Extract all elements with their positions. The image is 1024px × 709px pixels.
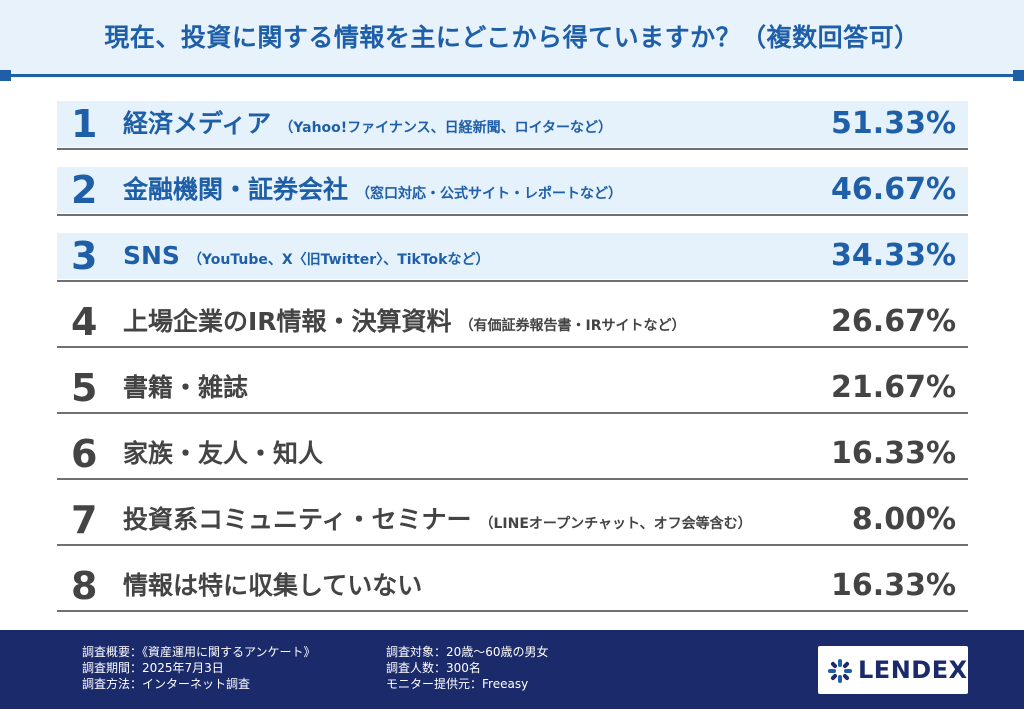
survey-count: 調査人数：300名 xyxy=(386,661,481,675)
rank-label-main: 金融機関・証券会社 xyxy=(123,175,349,204)
rank-number: 1 xyxy=(71,102,98,146)
rank-label: 投資系コミュニティ・セミナー （LINEオープンチャット、オフ会等含む） xyxy=(123,497,752,547)
rule-cap-right xyxy=(1013,70,1024,81)
rank-label-note: （YouTube、X〈旧Twitter〉、TikTokなど） xyxy=(187,252,490,268)
header: 現在、投資に関する情報を主にどこから得ていますか？（複数回答可） xyxy=(0,0,1024,81)
ranking-table: 1 経済メディア （Yahoo!ファイナンス、日経新聞、ロイターなど） 51.33% 2… xyxy=(57,101,968,612)
ranking-row: 3 SNS （YouTube、X〈旧Twitter〉、TikTokなど） 34.33% xyxy=(57,233,968,279)
survey-method: 調査方法：インターネット調査 xyxy=(82,677,251,691)
survey-period: 調査期間：2025年7月3日 xyxy=(82,661,224,675)
rank-value: 34.33% xyxy=(831,238,956,273)
rank-value: 46.67% xyxy=(831,172,956,207)
row-divider xyxy=(57,412,968,414)
rank-value: 16.33% xyxy=(831,436,956,471)
ranking-row: 8 情報は特に収集していない 16.33% xyxy=(57,563,968,609)
lendex-star-icon xyxy=(828,659,852,683)
rank-label-main: 書籍・雑誌 xyxy=(123,373,249,402)
logo-text: LENDEX xyxy=(858,656,968,684)
ranking-row: 2 金融機関・証券会社 （窓口対応・公式サイト・レポートなど） 46.67% xyxy=(57,167,968,213)
rank-label-main: SNS xyxy=(123,241,180,270)
row-divider xyxy=(57,478,968,480)
rank-number: 6 xyxy=(71,432,98,476)
rank-label-note: （窓口対応・公式サイト・レポートなど） xyxy=(356,186,623,202)
row-divider xyxy=(57,148,968,150)
rank-label-note: （有価証券報告書・IRサイトなど） xyxy=(459,318,686,334)
rank-label-main: 経済メディア xyxy=(123,109,272,138)
row-divider xyxy=(57,610,968,612)
row-divider xyxy=(57,280,968,282)
survey-provider: モニター提供元：Freeasy xyxy=(386,677,529,691)
ranking-row: 5 書籍・雑誌 21.67% xyxy=(57,365,968,411)
rank-label: SNS （YouTube、X〈旧Twitter〉、TikTokなど） xyxy=(123,233,489,283)
rank-label: 情報は特に収集していない xyxy=(123,563,422,612)
title-rule xyxy=(4,74,1020,77)
rank-label-note: （Yahoo!ファイナンス、日経新聞、ロイターなど） xyxy=(279,120,613,136)
rank-label: 書籍・雑誌 xyxy=(123,365,248,414)
rank-value: 16.33% xyxy=(831,568,956,603)
survey-target: 調査対象：20歳〜60歳の男女 xyxy=(386,645,549,659)
row-divider xyxy=(57,544,968,546)
rank-label: 上場企業のIR情報・決算資料 （有価証券報告書・IRサイトなど） xyxy=(123,299,686,349)
rank-label-main: 上場企業のIR情報・決算資料 xyxy=(123,307,452,336)
ranking-row: 4 上場企業のIR情報・決算資料 （有価証券報告書・IRサイトなど） 26.67% xyxy=(57,299,968,345)
survey-info-left: 調査概要：《資産運用に関するアンケート》 調査期間：2025年7月3日 調査方法… xyxy=(82,644,316,692)
rank-label-note: （LINEオープンチャット、オフ会等含む） xyxy=(479,516,752,532)
rank-number: 4 xyxy=(71,300,98,344)
rank-value: 8.00% xyxy=(851,502,956,537)
footer: 調査概要：《資産運用に関するアンケート》 調査期間：2025年7月3日 調査方法… xyxy=(0,630,1024,709)
row-divider xyxy=(57,346,968,348)
rank-number: 8 xyxy=(71,564,98,608)
ranking-row: 7 投資系コミュニティ・セミナー （LINEオープンチャット、オフ会等含む） 8.00… xyxy=(57,497,968,543)
rank-value: 26.67% xyxy=(831,304,956,339)
chart-title: 現在、投資に関する情報を主にどこから得ていますか？（複数回答可） xyxy=(104,23,920,52)
rank-number: 2 xyxy=(71,168,98,212)
ranking-row: 6 家族・友人・知人 16.33% xyxy=(57,431,968,477)
rank-number: 7 xyxy=(71,498,98,542)
survey-overview: 調査概要：《資産運用に関するアンケート》 xyxy=(82,645,316,659)
rank-value: 51.33% xyxy=(831,106,956,141)
rank-label-main: 家族・友人・知人 xyxy=(123,439,324,468)
row-divider xyxy=(57,214,968,216)
rank-value: 21.67% xyxy=(831,370,956,405)
rule-cap-left xyxy=(0,70,11,81)
survey-info-right: 調査対象：20歳〜60歳の男女 調査人数：300名 モニター提供元：Freeas… xyxy=(386,644,549,692)
rank-label: 家族・友人・知人 xyxy=(123,431,323,480)
lendex-logo: LENDEX xyxy=(818,646,968,694)
rank-label-main: 投資系コミュニティ・セミナー xyxy=(123,505,472,534)
rank-label: 経済メディア （Yahoo!ファイナンス、日経新聞、ロイターなど） xyxy=(123,101,612,151)
rank-number: 3 xyxy=(71,234,98,278)
rank-number: 5 xyxy=(71,366,98,410)
ranking-row: 1 経済メディア （Yahoo!ファイナンス、日経新聞、ロイターなど） 51.33% xyxy=(57,101,968,147)
rank-label: 金融機関・証券会社 （窓口対応・公式サイト・レポートなど） xyxy=(123,167,622,217)
rank-label-main: 情報は特に収集していない xyxy=(123,571,423,600)
